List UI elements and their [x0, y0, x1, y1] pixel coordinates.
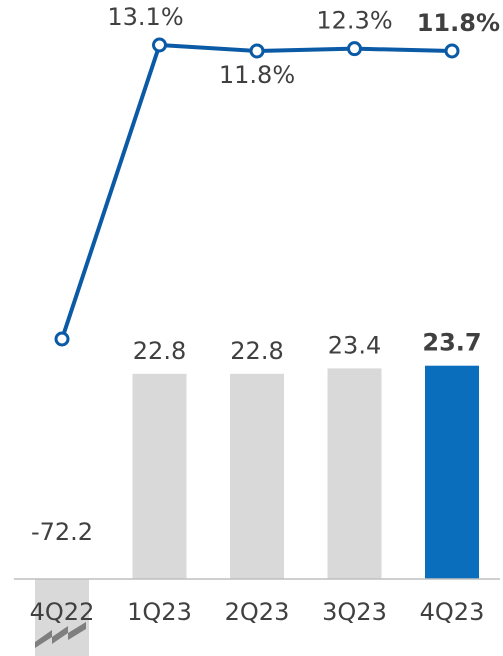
- line-point: [347, 41, 362, 57]
- bar-value-label: 22.8: [133, 337, 186, 365]
- line-value-label: 11.8%: [219, 61, 295, 89]
- line-value-label: 11.8%: [417, 9, 500, 37]
- x-tick-label: 3Q23: [322, 598, 387, 626]
- bar-value-label: 22.8: [230, 337, 283, 365]
- line-series: [54, 37, 460, 347]
- x-tick-label: 4Q22: [30, 598, 95, 626]
- bar: [425, 365, 479, 579]
- bar-value-label: 23.4: [328, 331, 381, 359]
- bar-group: [35, 365, 479, 656]
- x-tick-labels: 4Q22 1Q23 2Q23 3Q23 4Q23: [30, 598, 485, 626]
- axis-break-icon: [35, 622, 86, 648]
- break-zigzag: [35, 622, 86, 648]
- line-data-labels: 13.1% 11.8% 12.3% 11.8%: [107, 3, 500, 89]
- bar: [132, 373, 187, 579]
- line-point: [54, 331, 70, 347]
- line-path: [60, 43, 453, 340]
- line-value-label: 12.3%: [316, 7, 392, 35]
- bar-data-labels: -72.2 22.8 22.8 23.4 23.7: [31, 329, 482, 546]
- line-point: [152, 37, 167, 53]
- bar: [35, 579, 89, 656]
- x-tick-label: 1Q23: [127, 598, 192, 626]
- bar: [327, 368, 382, 579]
- x-tick-label: 4Q23: [420, 598, 485, 626]
- bar-value-label: 23.7: [422, 329, 481, 357]
- line-point: [249, 43, 265, 59]
- line-value-label: 13.1%: [107, 3, 183, 31]
- x-tick-label: 2Q23: [225, 598, 290, 626]
- bar-value-label: -72.2: [31, 518, 93, 546]
- line-point: [444, 43, 460, 59]
- bar: [230, 373, 284, 579]
